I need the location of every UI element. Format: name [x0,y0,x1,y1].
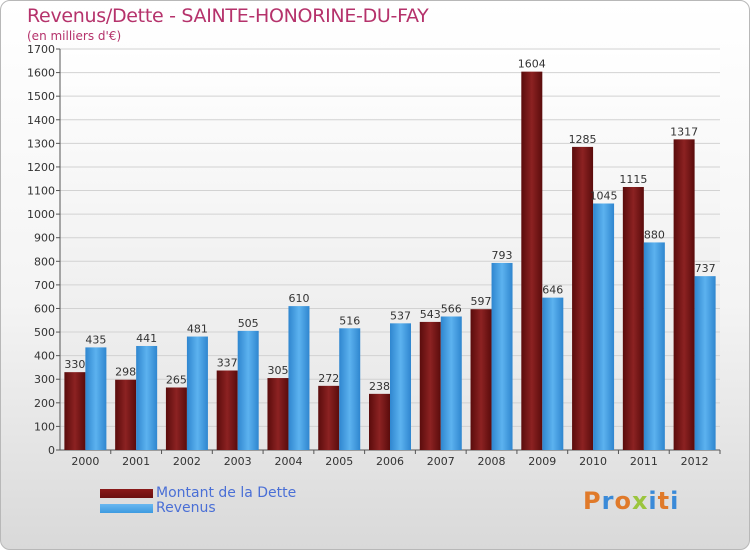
data-label-debt: 1115 [619,173,647,186]
logo-letter: o [614,487,632,515]
proxiti-logo: Proxiti [583,487,679,515]
y-tick-label: 1000 [27,208,55,221]
y-tick-label: 900 [34,232,55,245]
y-tick-label: 400 [34,350,55,363]
bar-debt [216,370,238,450]
x-tick-label: 2002 [173,455,201,468]
data-label-debt: 330 [64,358,85,371]
logo-letter: x [631,487,649,515]
data-label-revenue: 537 [390,309,411,322]
bar-debt [115,379,137,450]
x-tick-label: 2008 [478,455,506,468]
bar-revenue [237,330,259,450]
bar-debt [470,309,492,450]
data-label-revenue: 566 [441,302,462,315]
data-label-debt: 305 [267,364,288,377]
y-tick-label: 1200 [27,161,55,174]
y-tick-label: 1500 [27,90,55,103]
data-label-debt: 597 [471,295,492,308]
y-tick-label: 1700 [27,43,55,56]
bar-debt [165,387,187,450]
logo-letter: r [601,487,615,515]
data-label-revenue: 737 [695,262,716,275]
bar-revenue [542,297,564,450]
data-label-revenue: 435 [85,333,106,346]
logo-letter: P [583,487,602,515]
legend-swatch-debt [100,489,153,498]
data-label-revenue: 793 [492,249,513,262]
x-tick-label: 2010 [579,455,607,468]
x-tick-label: 2007 [427,455,455,468]
bar-debt [318,385,340,450]
x-tick-label: 2006 [376,455,404,468]
bar-revenue [390,323,411,450]
data-label-debt: 272 [318,372,339,385]
bar-debt [64,372,86,450]
logo-letter: t [657,487,671,515]
data-label-debt: 337 [217,357,238,370]
x-tick-label: 2005 [325,455,353,468]
data-label-revenue: 481 [187,323,208,336]
logo-letter: i [648,487,658,515]
data-label-debt: 265 [166,373,187,386]
y-tick-label: 1100 [27,185,55,198]
data-label-revenue: 505 [238,317,259,330]
y-tick-label: 200 [34,397,55,410]
bar-debt [267,378,289,450]
legend-label-revenue: Revenus [156,500,216,516]
y-tick-label: 1600 [27,67,55,80]
y-tick-label: 100 [34,420,55,433]
x-tick-label: 2004 [274,455,302,468]
legend-label-debt: Montant de la Dette [156,485,297,501]
x-tick-label: 2009 [528,455,556,468]
chart-subtitle: (en milliers d'€) [27,29,122,43]
x-tick-label: 2000 [71,455,99,468]
data-label-debt: 543 [420,308,441,321]
data-label-debt: 1604 [518,58,546,71]
x-tick-label: 2001 [122,455,150,468]
bar-revenue [85,347,107,450]
logo-letter: i [670,487,680,515]
y-tick-label: 500 [34,326,55,339]
bar-revenue [186,336,208,450]
y-tick-label: 1400 [27,114,55,127]
chart-title: Revenus/Dette - SAINTE-HONORINE-DU-FAY [27,5,429,27]
bar-revenue [491,262,513,450]
bar-revenue [288,306,310,450]
bar-revenue [136,345,158,450]
data-label-debt: 298 [115,366,136,379]
data-label-debt: 1285 [569,133,597,146]
x-tick-label: 2012 [681,455,709,468]
y-tick-label: 700 [34,279,55,292]
bar-debt [419,321,441,450]
bar-revenue [339,328,361,450]
y-tick-label: 1300 [27,137,55,150]
y-tick-label: 300 [34,373,55,386]
y-tick-label: 800 [34,255,55,268]
y-tick-label: 600 [34,302,55,315]
data-label-revenue: 610 [288,292,309,305]
x-tick-label: 2011 [630,455,658,468]
bar-revenue [440,316,462,450]
data-label-debt: 1317 [670,125,698,138]
bar-revenue [643,242,665,450]
bar-debt [572,146,594,450]
data-label-revenue: 516 [339,314,360,327]
y-tick-label: 0 [48,444,55,457]
x-tick-label: 2003 [224,455,252,468]
bar-debt [521,71,543,450]
legend-swatch-revenue [100,504,153,513]
data-label-revenue: 646 [542,284,563,297]
bar-debt [673,139,695,450]
bar-revenue [694,276,716,450]
data-label-revenue: 441 [136,332,157,345]
bar-revenue [593,203,615,450]
data-label-revenue: 880 [644,228,665,241]
bar-debt [369,393,390,450]
data-label-revenue: 1045 [590,190,618,203]
data-label-debt: 238 [369,380,390,393]
bar-debt [622,186,644,450]
